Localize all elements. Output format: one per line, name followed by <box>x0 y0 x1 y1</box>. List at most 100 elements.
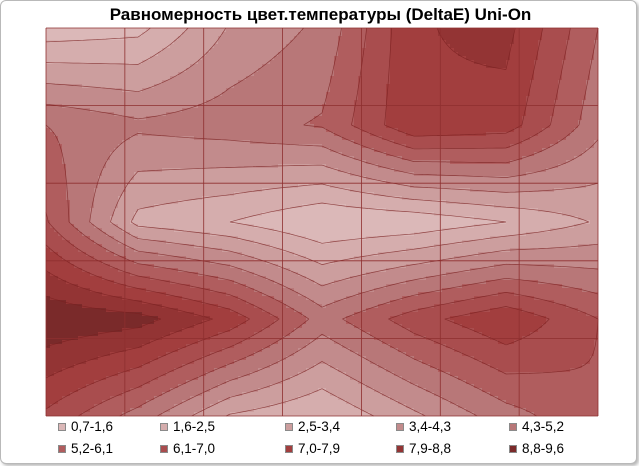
contour-band-cell <box>298 372 347 377</box>
contour-band-cell <box>366 176 598 181</box>
contour-band-cell <box>594 348 598 353</box>
contour-band-cell <box>390 68 535 73</box>
contour-band-cell <box>182 364 227 369</box>
contour-band-cell <box>46 332 99 337</box>
contour-band-cell <box>466 408 527 413</box>
contour-band-cell <box>522 124 551 129</box>
contour-band-cell <box>94 256 127 261</box>
contour-band-cell <box>514 292 598 297</box>
contour-band-cell <box>254 240 319 245</box>
contour-band-cell <box>46 60 143 65</box>
legend-item: 5,2-6,1 <box>58 441 113 456</box>
contour-band-cell <box>334 56 363 61</box>
contour-band-cell <box>58 232 83 237</box>
contour-band-cell <box>130 232 211 237</box>
contour-band-cell <box>474 328 539 333</box>
contour-band-cell <box>114 280 171 285</box>
contour-band-cell <box>94 404 143 409</box>
contour-band-cell <box>98 180 131 185</box>
contour-band-cell <box>366 384 419 389</box>
contour-band-cell <box>522 140 559 145</box>
contour-band-cell <box>370 412 423 416</box>
contour-band-cell <box>66 176 99 181</box>
contour-band-cell <box>386 96 527 101</box>
contour-band-cell <box>390 64 487 69</box>
contour-band-cell <box>246 216 475 221</box>
contour-band-cell <box>386 108 527 113</box>
contour-band-cell <box>554 108 583 113</box>
contour-line <box>45 27 599 417</box>
contour-band-cell <box>530 84 559 89</box>
contour-band-cell <box>422 412 475 416</box>
contour-band-cell <box>58 400 103 405</box>
contour-band-cell <box>490 308 523 313</box>
contour-band-cell <box>354 324 403 329</box>
contour-band-cell <box>446 272 598 277</box>
contour-band-cell <box>110 264 155 269</box>
contour-band-cell <box>62 396 111 401</box>
contour-band-cell <box>154 204 303 209</box>
contour-band-cell <box>594 52 598 57</box>
contour-band-cell <box>70 216 91 221</box>
contour-band-cell <box>402 376 459 381</box>
contour-band-cell <box>198 104 323 109</box>
contour-band-cell <box>302 312 355 317</box>
contour-band-cell <box>242 252 295 257</box>
contour-band-cell <box>450 316 547 321</box>
contour-band-cell <box>194 136 343 141</box>
contour-band-cell <box>438 32 515 37</box>
contour-band-cell <box>354 108 387 113</box>
legend-item: 8,8-9,6 <box>509 441 564 456</box>
contour-band-cell <box>70 260 103 265</box>
contour-band-cell <box>414 232 527 237</box>
contour-band-cell <box>590 356 598 361</box>
contour-band-cell <box>454 348 595 353</box>
contour-band-cell <box>382 392 435 397</box>
contour-band-cell <box>542 128 575 133</box>
contour-band-cell <box>130 136 195 141</box>
contour-band-cell <box>466 380 598 385</box>
contour-band-cell <box>46 244 75 249</box>
contour-band-cell <box>442 396 499 401</box>
contour-band-cell <box>362 52 391 57</box>
contour-band-cell <box>46 48 163 53</box>
contour-band-cell <box>298 292 359 297</box>
contour-band-cell <box>154 396 191 401</box>
contour-band-cell <box>162 168 339 173</box>
contour-band-cell <box>46 324 143 329</box>
contour-band-cell <box>222 92 327 97</box>
contour-band-cell <box>270 384 367 389</box>
contour-band-cell <box>318 388 327 393</box>
contour-band-cell <box>110 220 131 225</box>
contour-band-cell <box>230 328 263 333</box>
contour-band-cell <box>330 148 375 153</box>
contour-band-cell <box>402 156 523 161</box>
contour-band-cell <box>266 260 319 265</box>
contour-band-cell <box>278 264 407 269</box>
contour-band-cell <box>538 280 598 285</box>
contour-band-cell <box>250 372 299 377</box>
contour-band-cell <box>554 100 583 105</box>
contour-band-cell <box>158 52 207 57</box>
contour-band-cell <box>474 296 535 301</box>
contour-band-cell <box>570 36 598 41</box>
contour-band-cell <box>86 360 151 365</box>
contour-band-cell <box>382 340 435 345</box>
contour-band-cell <box>430 260 598 265</box>
contour-band-cell <box>550 144 595 149</box>
contour-band-cell <box>566 52 595 57</box>
contour-band-cell <box>554 112 583 117</box>
contour-band-cell <box>346 296 403 301</box>
contour-band-cell <box>306 276 351 281</box>
contour-band-cell <box>582 108 598 113</box>
chart-title: Равномерность цвет.температуры (DeltaE) … <box>109 5 532 24</box>
contour-band-cell <box>122 140 251 145</box>
contour-band-cell <box>298 184 331 189</box>
legend-item: 7,9-8,8 <box>396 441 451 456</box>
contour-band-cell <box>294 252 379 257</box>
contour-band-cell <box>210 352 255 357</box>
legend-swatch <box>58 444 66 453</box>
contour-band-cell <box>310 340 335 345</box>
contour-band-cell <box>46 92 223 97</box>
contour-band-cell <box>110 156 355 161</box>
